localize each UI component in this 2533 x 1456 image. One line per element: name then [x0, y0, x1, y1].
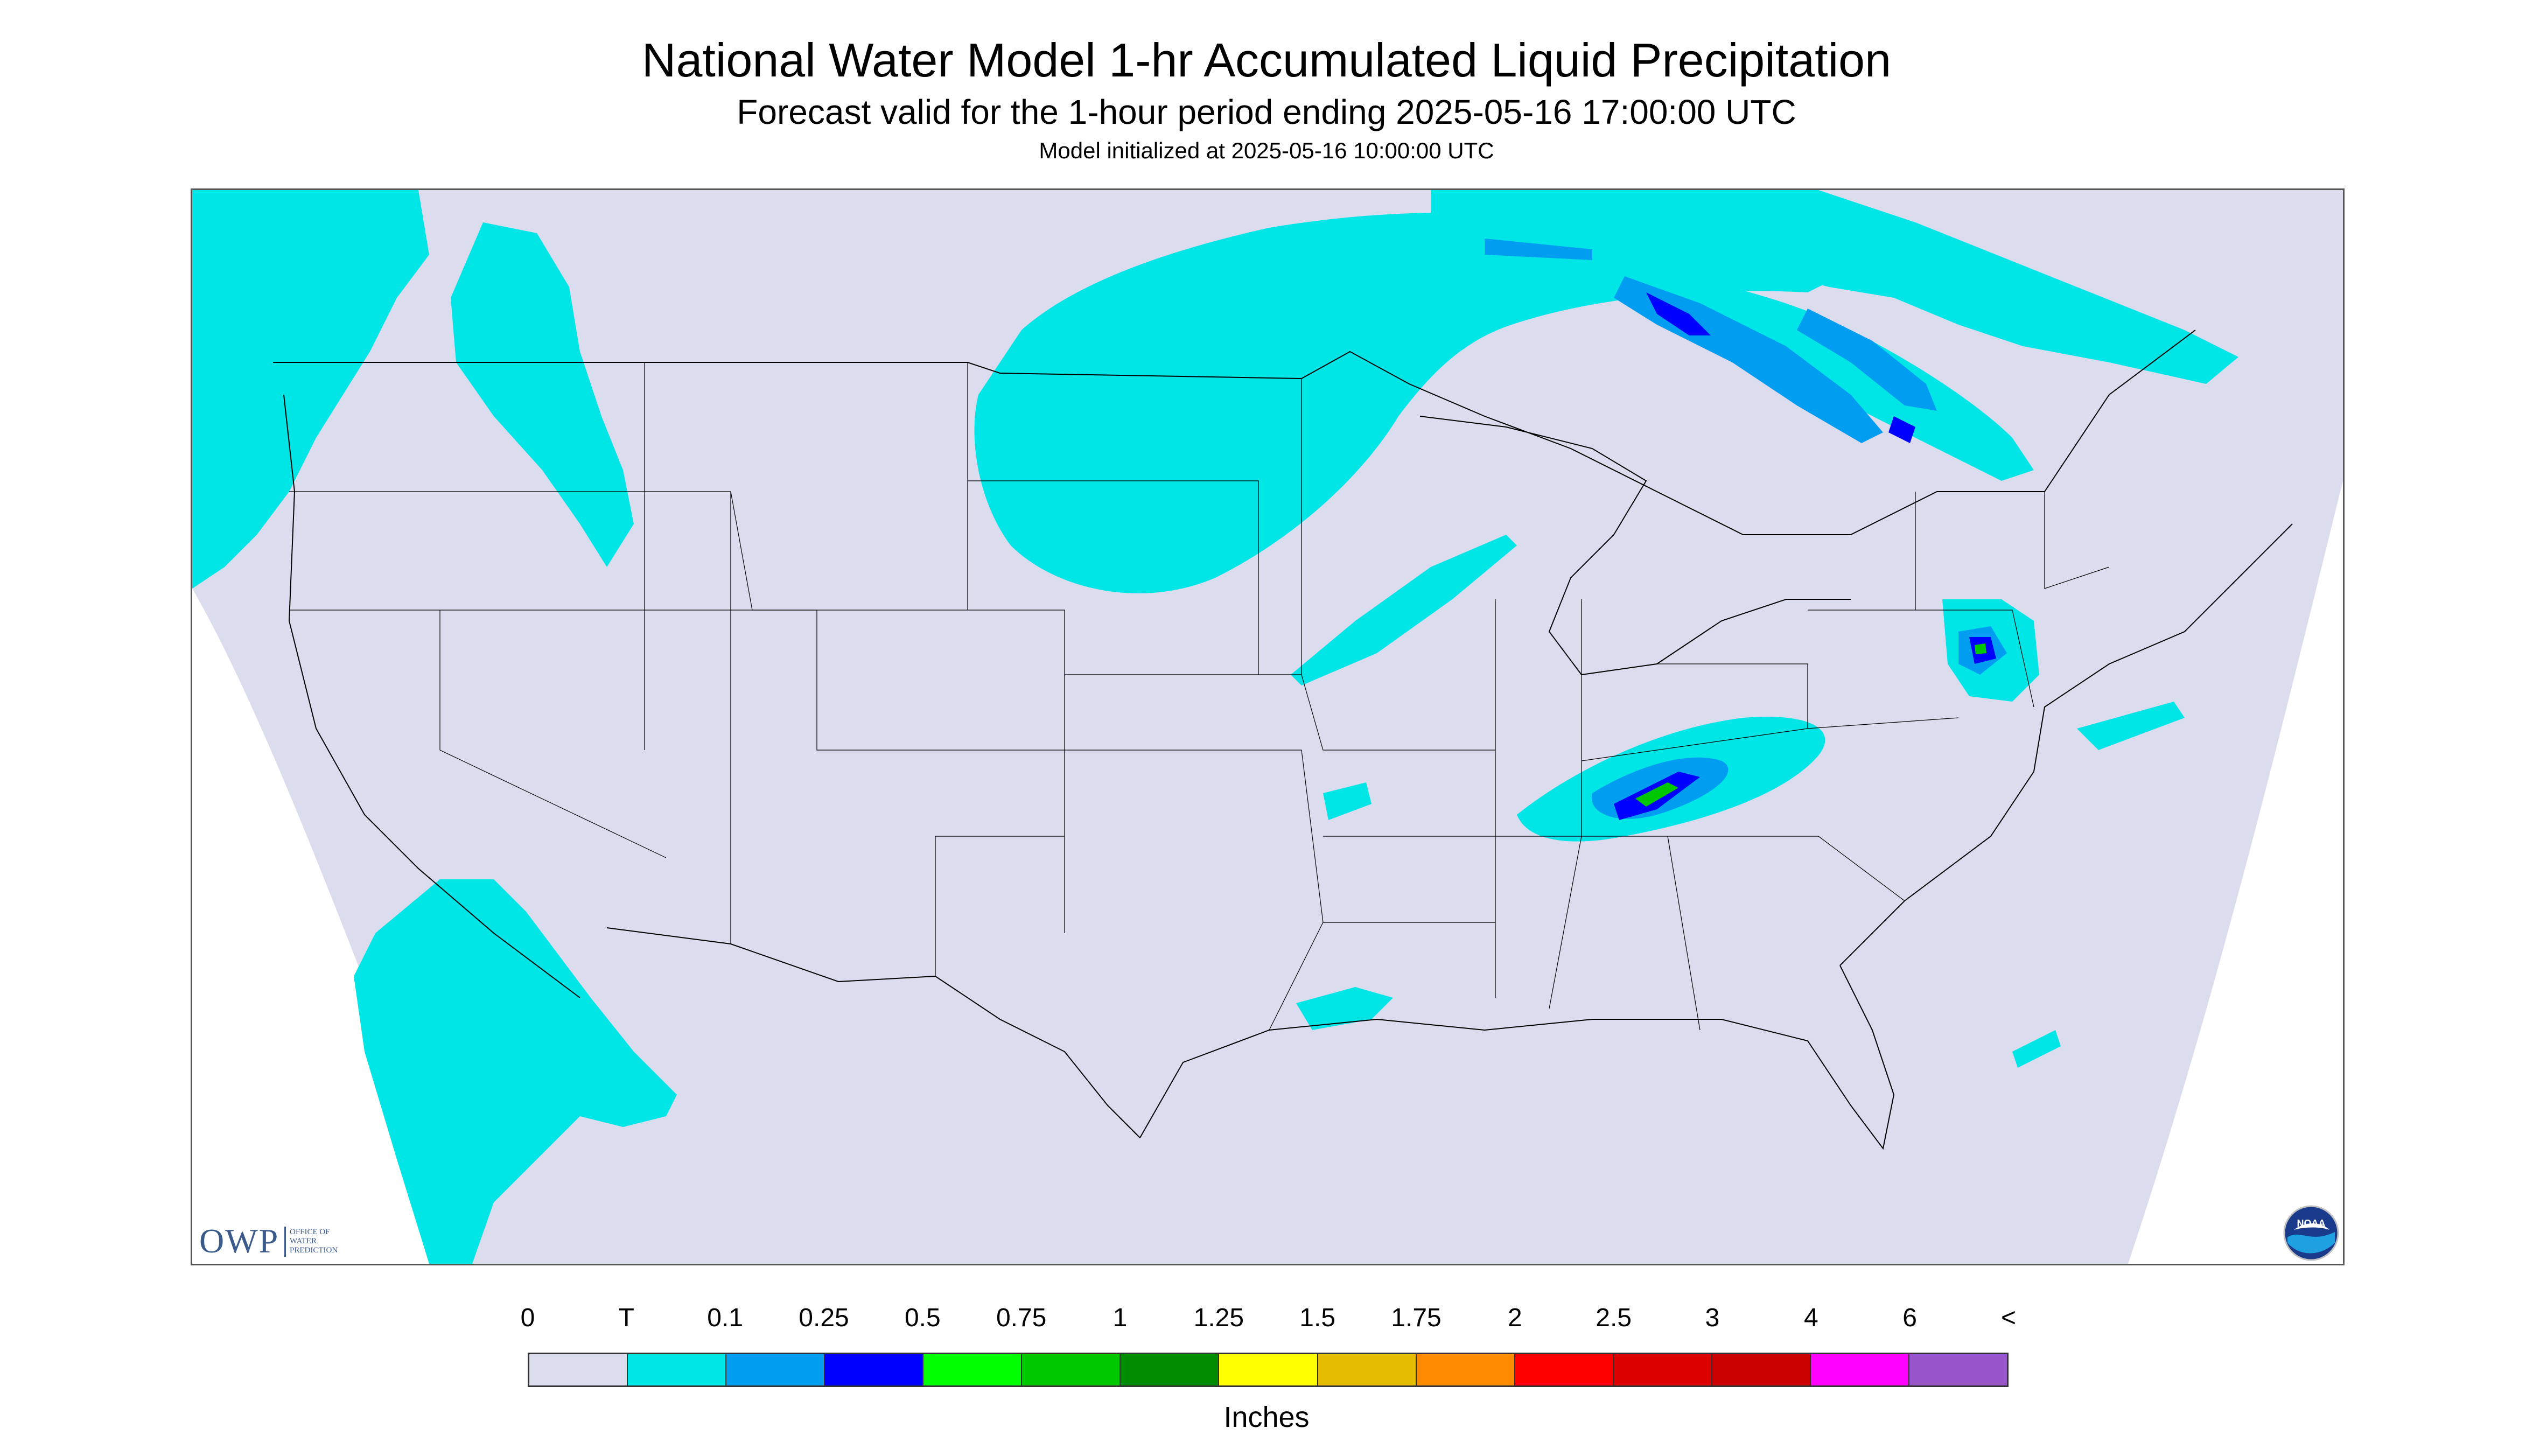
us-mexico-border: [606, 927, 1140, 1138]
precip-area-ontario-quebec-band: [1431, 190, 2238, 384]
legend-label-12: 3: [1705, 1304, 1720, 1332]
legend-label-9: 1.75: [1391, 1304, 1442, 1332]
precip-green-areas: [1635, 643, 1986, 807]
precip-area-northern-plains: [974, 212, 1829, 593]
legend-label-1: T: [618, 1304, 634, 1332]
precip-light-quebec: [1797, 309, 1937, 411]
legend-label-5: 0.75: [996, 1304, 1047, 1332]
legend-label-2: 0.1: [707, 1304, 744, 1332]
legend-swatch-10: [1515, 1354, 1614, 1385]
owp-logo-subtext: OFFICE OF WATER PREDICTION: [290, 1228, 338, 1255]
legend-swatch-9: [1416, 1354, 1515, 1385]
legend-label-0: 0: [520, 1304, 535, 1332]
noaa-logo: NOAA: [2283, 1205, 2339, 1261]
legend-label-6: 1: [1112, 1304, 1128, 1332]
owp-logo-line-3: PREDICTION: [290, 1246, 338, 1255]
great-lakes-outline: [1419, 416, 1851, 676]
precip-legend: 0 T 0.1 0.25 0.5 0.75 1 1.25 1.5 1.75 2 2.5 3 4 6 <: [521, 1303, 2016, 1411]
owp-logo: OWP OFFICE OF WATER PREDICTION: [199, 1222, 382, 1260]
owp-logo-line-1: OFFICE OF: [290, 1228, 330, 1236]
legend-label-15: <: [2000, 1304, 2017, 1332]
legend-color-bar: [528, 1353, 2009, 1387]
us-canada-border: [273, 330, 2196, 535]
legend-label-11: 2.5: [1596, 1304, 1632, 1332]
map-subtitle: Forecast valid for the 1-hour period end…: [737, 93, 1796, 131]
state-boundaries: [289, 362, 2110, 1031]
us-east-coast: [1839, 523, 2293, 966]
legend-label-7: 1.25: [1193, 1304, 1244, 1332]
owp-logo-line-2: WATER: [290, 1237, 317, 1245]
legend-units: Inches: [1223, 1401, 1310, 1433]
legend-swatch-13: [1810, 1354, 1909, 1385]
legend-swatch-8: [1318, 1354, 1417, 1385]
map-domain-area: [192, 190, 2343, 1264]
legend-label-3: 0.25: [799, 1304, 849, 1332]
precip-light-northern-band: [1485, 239, 1592, 260]
legend-swatch-4: [923, 1354, 1023, 1385]
legend-swatch-5: [1022, 1354, 1121, 1385]
legend-swatch-14: [1909, 1354, 2007, 1385]
legend-swatch-3: [825, 1354, 924, 1385]
legend-swatch-0: [529, 1354, 628, 1385]
legend-label-14: 6: [1902, 1304, 1918, 1332]
legend-label-13: 4: [1803, 1304, 1818, 1332]
precip-area-iowa-streak: [1291, 535, 1517, 685]
owp-logo-letters: OWP: [199, 1222, 279, 1260]
precip-area-arkansas-spot: [1323, 782, 1372, 820]
legend-swatch-1: [628, 1354, 727, 1385]
precip-area-northern-rockies: [451, 222, 634, 567]
owp-logo-divider: [284, 1227, 286, 1257]
legend-swatch-11: [1613, 1354, 1712, 1385]
precip-area-atlantic-south: [2012, 1030, 2061, 1068]
noaa-logo-text: NOAA: [2297, 1218, 2326, 1229]
precip-green-new-jersey: [1975, 643, 1986, 654]
precip-green-tennessee: [1635, 782, 1678, 807]
map-title: National Water Model 1-hr Accumulated Li…: [641, 33, 1892, 87]
precip-blue-ontario: [1646, 292, 1711, 335]
precip-area-atlantic-offshore: [2077, 702, 2185, 750]
legend-swatch-7: [1219, 1354, 1318, 1385]
precip-area-pacific-northwest: [192, 190, 429, 589]
map-frame: [191, 188, 2345, 1265]
precipitation-map: [192, 190, 2343, 1264]
model-init-time: Model initialized at 2025-05-16 10:00:00…: [1039, 138, 1494, 163]
legend-labels: 0 T 0.1 0.25 0.5 0.75 1 1.25 1.5 1.75 2 2.5 3 4 6 <: [521, 1303, 2016, 1335]
legend-label-10: 2: [1507, 1304, 1522, 1332]
legend-swatch-12: [1712, 1354, 1811, 1385]
legend-swatch-2: [726, 1354, 825, 1385]
legend-label-4: 0.5: [904, 1304, 941, 1332]
us-west-coast: [283, 394, 580, 998]
precip-blue-quebec: [1888, 416, 1915, 443]
legend-label-8: 1.5: [1299, 1304, 1336, 1332]
precip-area-gulf-coast: [1296, 987, 1393, 1030]
precip-area-california-baja: [354, 879, 677, 1264]
legend-swatch-6: [1121, 1354, 1220, 1385]
